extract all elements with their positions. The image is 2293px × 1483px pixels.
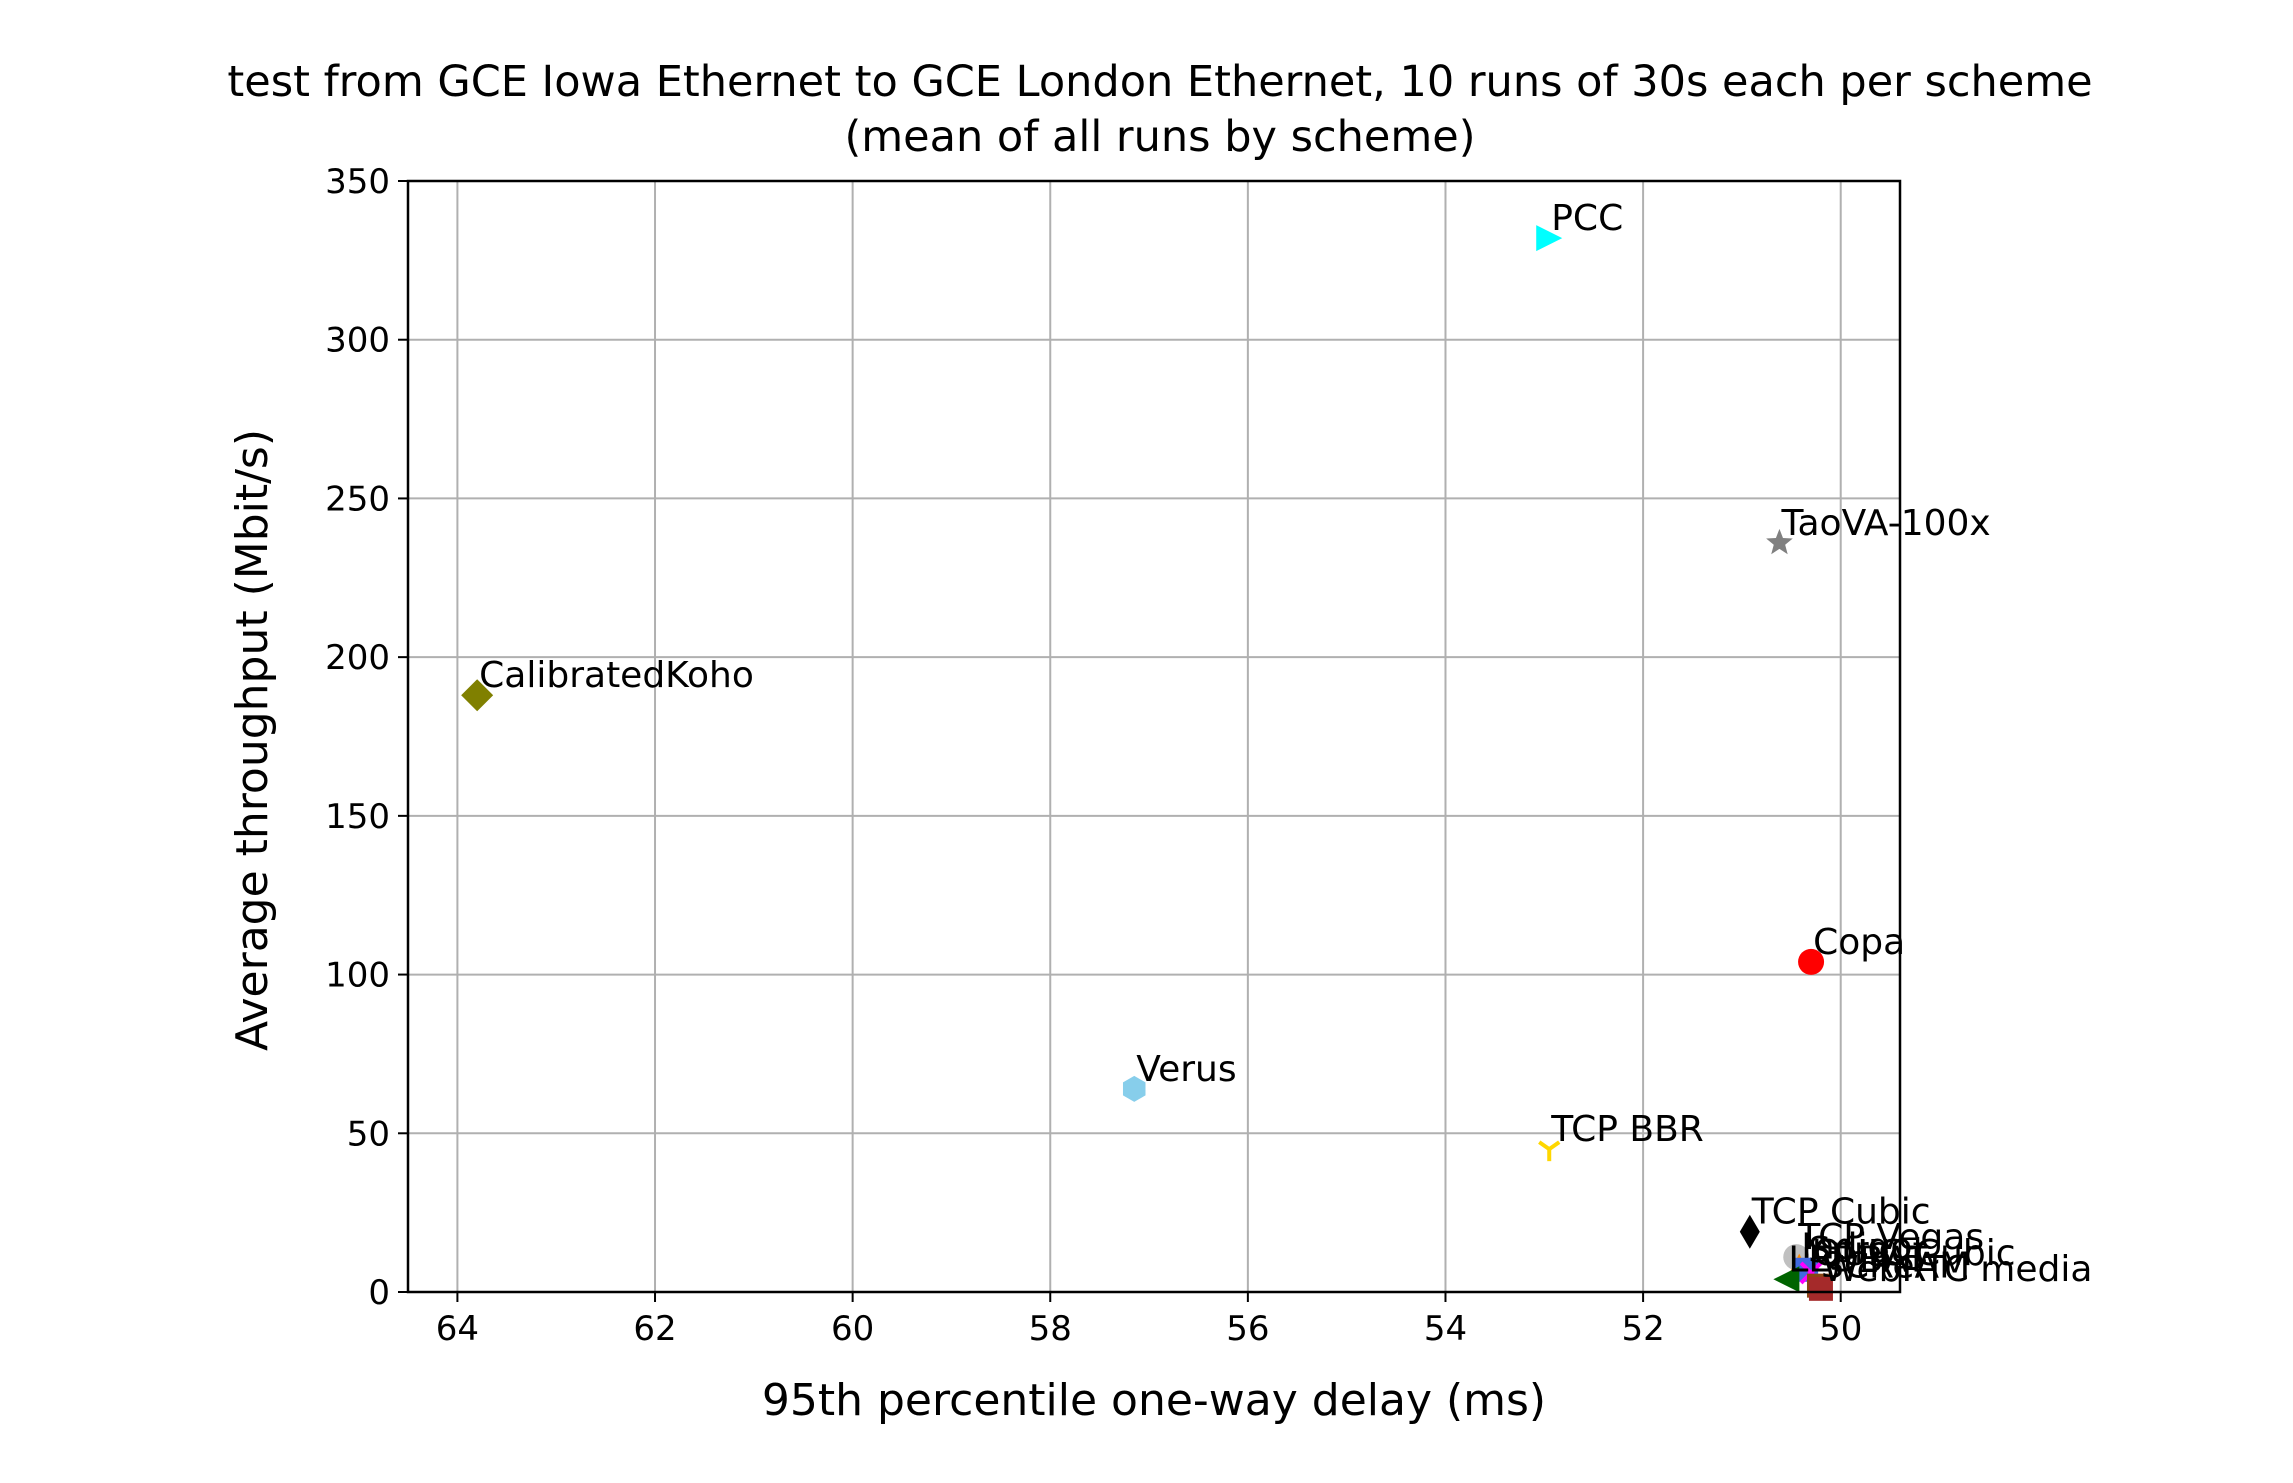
chart-subtitle: (mean of all runs by scheme) [845,112,1476,162]
point-marker [1739,1214,1760,1249]
point-label: QUIC Cubic [1813,1233,2015,1274]
y-tick-label: 350 [325,162,390,202]
point-label: Verus [1136,1049,1236,1090]
point-marker [1808,1276,1833,1301]
x-tick-label: 60 [831,1309,874,1349]
data-point: WebRTC media [1808,1249,2092,1301]
point-label: WebRTC media [1823,1249,2092,1290]
chart-title: test from GCE Iowa Ethernet to GCE Londo… [227,57,2092,107]
y-tick-label: 200 [325,638,390,678]
point-marker [1766,528,1793,555]
data-point: QUIC Cubic [1799,1233,2016,1285]
data-point: CalibratedKoho [461,655,754,712]
point-label: PCC [1551,198,1623,239]
x-tick-label: 50 [1819,1309,1862,1349]
x-axis-label: 95th percentile one-way delay (ms) [762,1375,1546,1426]
point-label: TCP BBR [1550,1109,1704,1150]
data-points: PCC TaoVA-100x CalibratedKoho Copa Verus TCP … [461,198,2092,1301]
axis-ticks: 64 62 60 58 56 54 52 50 0 50 100 150 200 250 300 350 [325,162,1862,1349]
data-point: TaoVA-100x [1766,503,1991,555]
y-tick-label: 150 [325,797,390,837]
data-point: LEDBAT [1773,1239,1928,1293]
data-point: PCC [1536,198,1623,252]
y-tick-label: 300 [325,321,390,361]
x-tick-label: 56 [1226,1309,1269,1349]
x-tick-label: 64 [436,1309,479,1349]
plot-frame [406,179,1902,1294]
y-tick-label: 0 [368,1273,390,1313]
point-label: LEDBAT [1788,1239,1928,1280]
point-label: SCReAM [1821,1246,1970,1287]
point-label: CalibratedKoho [479,655,754,696]
point-label: Indigo [1801,1227,1912,1268]
y-tick-label: 250 [325,479,390,519]
point-marker [1798,948,1825,975]
y-axis-label: Average throughput (Mbit/s) [227,429,278,1051]
x-tick-label: 54 [1424,1309,1467,1349]
x-tick-label: 58 [1029,1309,1072,1349]
point-marker [1536,225,1563,252]
point-marker [1773,1266,1800,1293]
data-point: Verus [1122,1049,1237,1102]
x-tick-label: 52 [1621,1309,1664,1349]
data-point: TCP BBR [1538,1109,1704,1162]
point-label: Copa [1813,922,1905,963]
y-tick-label: 100 [325,956,390,996]
x-tick-label: 62 [633,1309,676,1349]
point-marker [1122,1075,1146,1102]
data-point: Copa [1798,922,1905,975]
data-point: TCP Vegas [1783,1217,1984,1271]
point-label: Sprout [1808,1230,1927,1271]
point-label: TaoVA-100x [1780,503,1990,544]
grid-lines [408,180,1900,1293]
y-tick-label: 50 [347,1114,390,1154]
point-marker [1538,1140,1561,1162]
point-label: TCP Vegas [1797,1217,1984,1258]
point-marker [461,679,494,712]
